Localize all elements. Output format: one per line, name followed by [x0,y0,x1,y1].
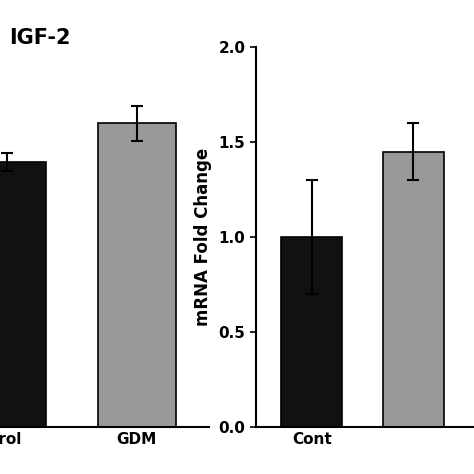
Y-axis label: mRNA Fold Change: mRNA Fold Change [193,148,211,326]
Bar [383,152,444,427]
Bar [98,123,176,427]
Bar [0,162,46,427]
Bar [281,237,342,427]
Text: IGF-2: IGF-2 [9,28,71,48]
